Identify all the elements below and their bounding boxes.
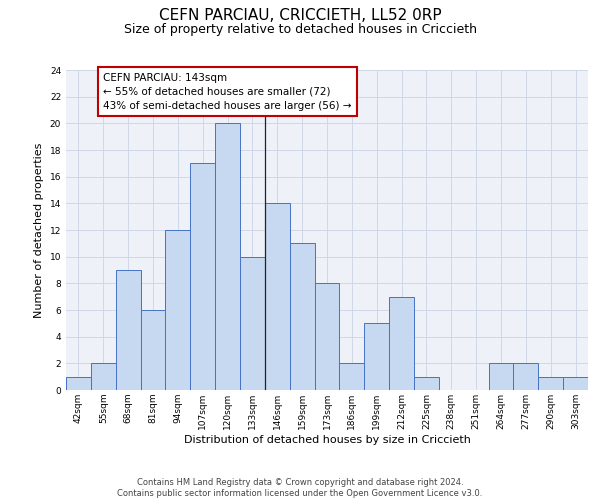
Bar — [314, 284, 340, 390]
Bar — [414, 376, 439, 390]
Bar — [66, 376, 91, 390]
Text: Contains HM Land Registry data © Crown copyright and database right 2024.
Contai: Contains HM Land Registry data © Crown c… — [118, 478, 482, 498]
Bar — [166, 230, 190, 390]
X-axis label: Distribution of detached houses by size in Criccieth: Distribution of detached houses by size … — [184, 434, 470, 444]
Bar — [91, 364, 116, 390]
Text: Size of property relative to detached houses in Criccieth: Size of property relative to detached ho… — [124, 22, 476, 36]
Bar — [514, 364, 538, 390]
Bar — [340, 364, 364, 390]
Bar — [389, 296, 414, 390]
Bar — [140, 310, 166, 390]
Text: CEFN PARCIAU, CRICCIETH, LL52 0RP: CEFN PARCIAU, CRICCIETH, LL52 0RP — [158, 8, 442, 22]
Bar — [563, 376, 588, 390]
Bar — [364, 324, 389, 390]
Bar — [240, 256, 265, 390]
Text: CEFN PARCIAU: 143sqm
← 55% of detached houses are smaller (72)
43% of semi-detac: CEFN PARCIAU: 143sqm ← 55% of detached h… — [103, 72, 352, 110]
Bar — [290, 244, 314, 390]
Y-axis label: Number of detached properties: Number of detached properties — [34, 142, 44, 318]
Bar — [265, 204, 290, 390]
Bar — [190, 164, 215, 390]
Bar — [215, 124, 240, 390]
Bar — [538, 376, 563, 390]
Bar — [488, 364, 514, 390]
Bar — [116, 270, 140, 390]
